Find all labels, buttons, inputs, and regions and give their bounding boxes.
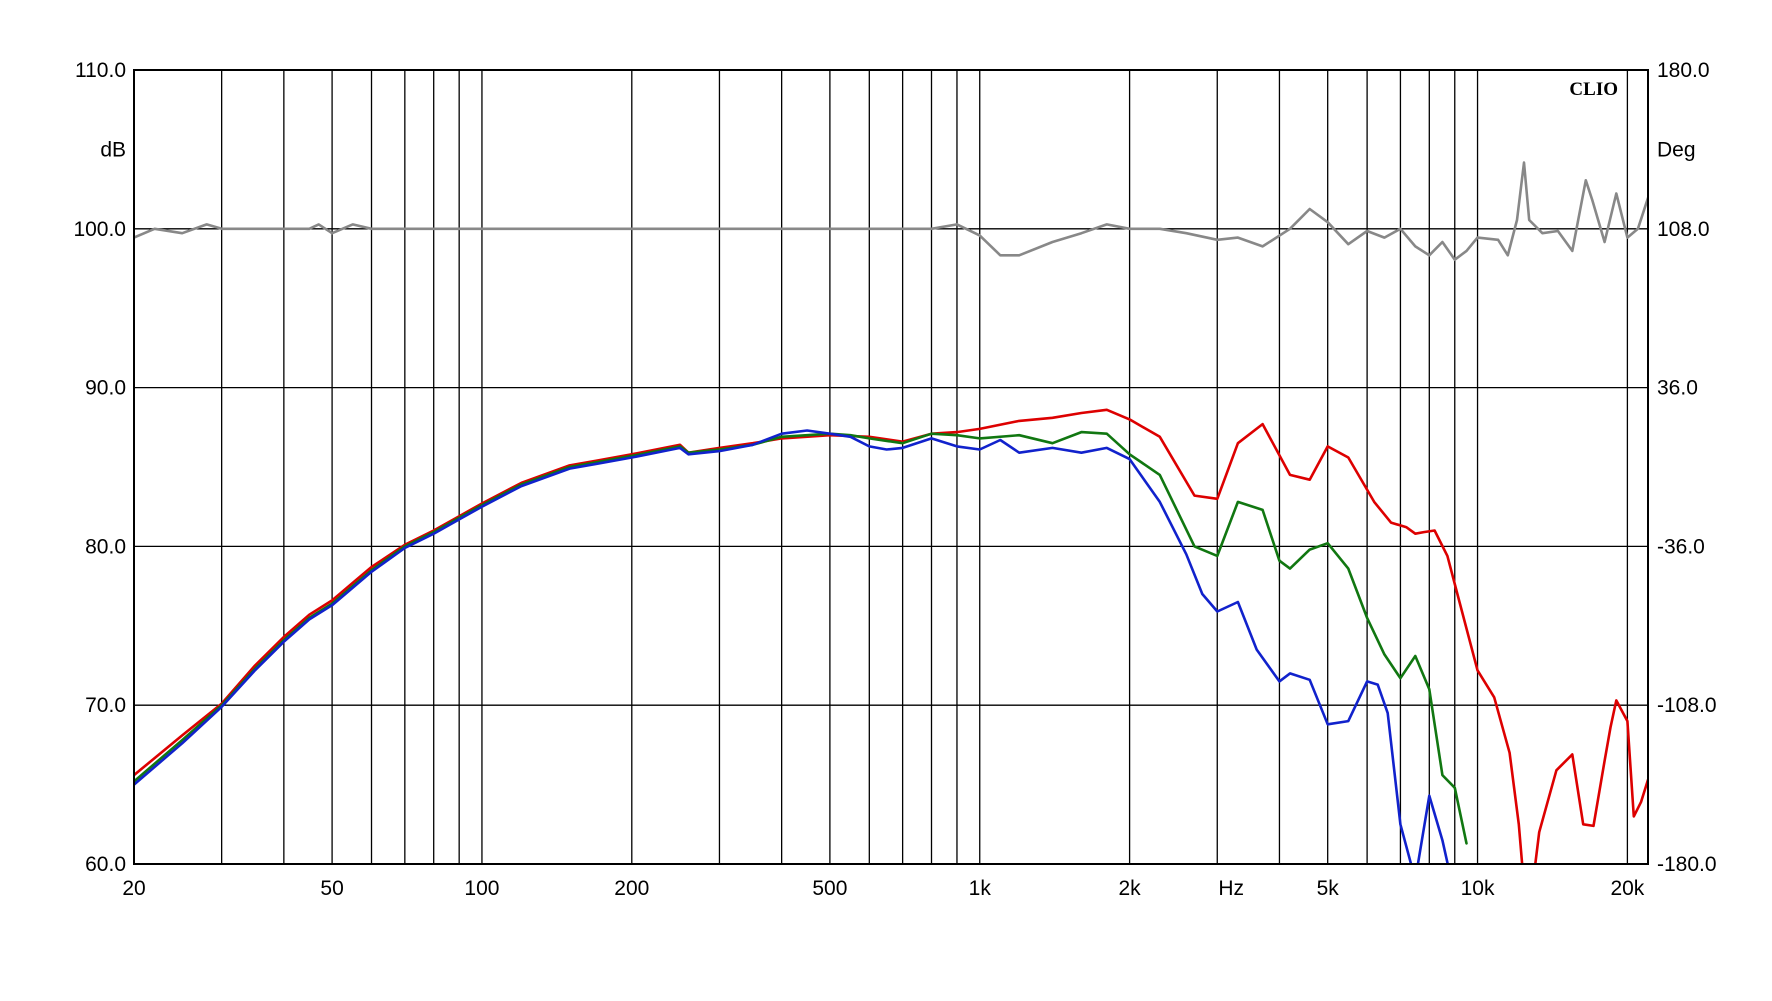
- y-tick-label: 100.0: [73, 218, 126, 241]
- y-tick-label: 70.0: [85, 694, 126, 717]
- clio-brand-label: CLIO: [1569, 79, 1618, 100]
- response-trace: [134, 430, 1468, 845]
- x-tick-label: 50: [320, 877, 343, 900]
- y2-tick-label: 180.0: [1657, 59, 1710, 82]
- y2-tick-label: 36.0: [1657, 377, 1698, 400]
- phase-trace: [134, 161, 1648, 262]
- x-tick-label: Hz: [1218, 877, 1244, 900]
- response-trace: [134, 408, 1648, 864]
- x-tick-label: 5k: [1317, 877, 1340, 900]
- x-tick-label: 200: [614, 877, 649, 900]
- axis-labels: 60.0 70.0 80.0 90.0 100.0 110.0 -180.0 -108.0 -3…: [73, 59, 1716, 900]
- response-trace: [134, 429, 1450, 864]
- x-tick-label: 20k: [1610, 877, 1644, 900]
- y-tick-label: 90.0: [85, 377, 126, 400]
- x-tick-label: 100: [464, 877, 499, 900]
- x-tick-label: 1k: [969, 877, 992, 900]
- x-tick-label: 500: [812, 877, 847, 900]
- y2-tick-label: -180.0: [1657, 853, 1717, 876]
- traces: [134, 161, 1648, 864]
- grid: [134, 69, 1648, 865]
- plot-frame: [133, 69, 1649, 865]
- y-tick-label: 110.0: [75, 59, 126, 82]
- x-tick-label: 10k: [1461, 877, 1495, 900]
- y2-axis-unit-label: Deg: [1657, 138, 1696, 161]
- y2-tick-label: 108.0: [1657, 218, 1710, 241]
- y-tick-label: 60.0: [85, 853, 126, 876]
- y-tick-label: 80.0: [85, 535, 126, 558]
- y-axis-unit-label: dB: [100, 138, 126, 161]
- y2-tick-label: -36.0: [1657, 535, 1705, 558]
- x-tick-label: 2k: [1119, 877, 1142, 900]
- y2-tick-label: -108.0: [1657, 694, 1717, 717]
- x-tick-label: 20: [122, 877, 145, 900]
